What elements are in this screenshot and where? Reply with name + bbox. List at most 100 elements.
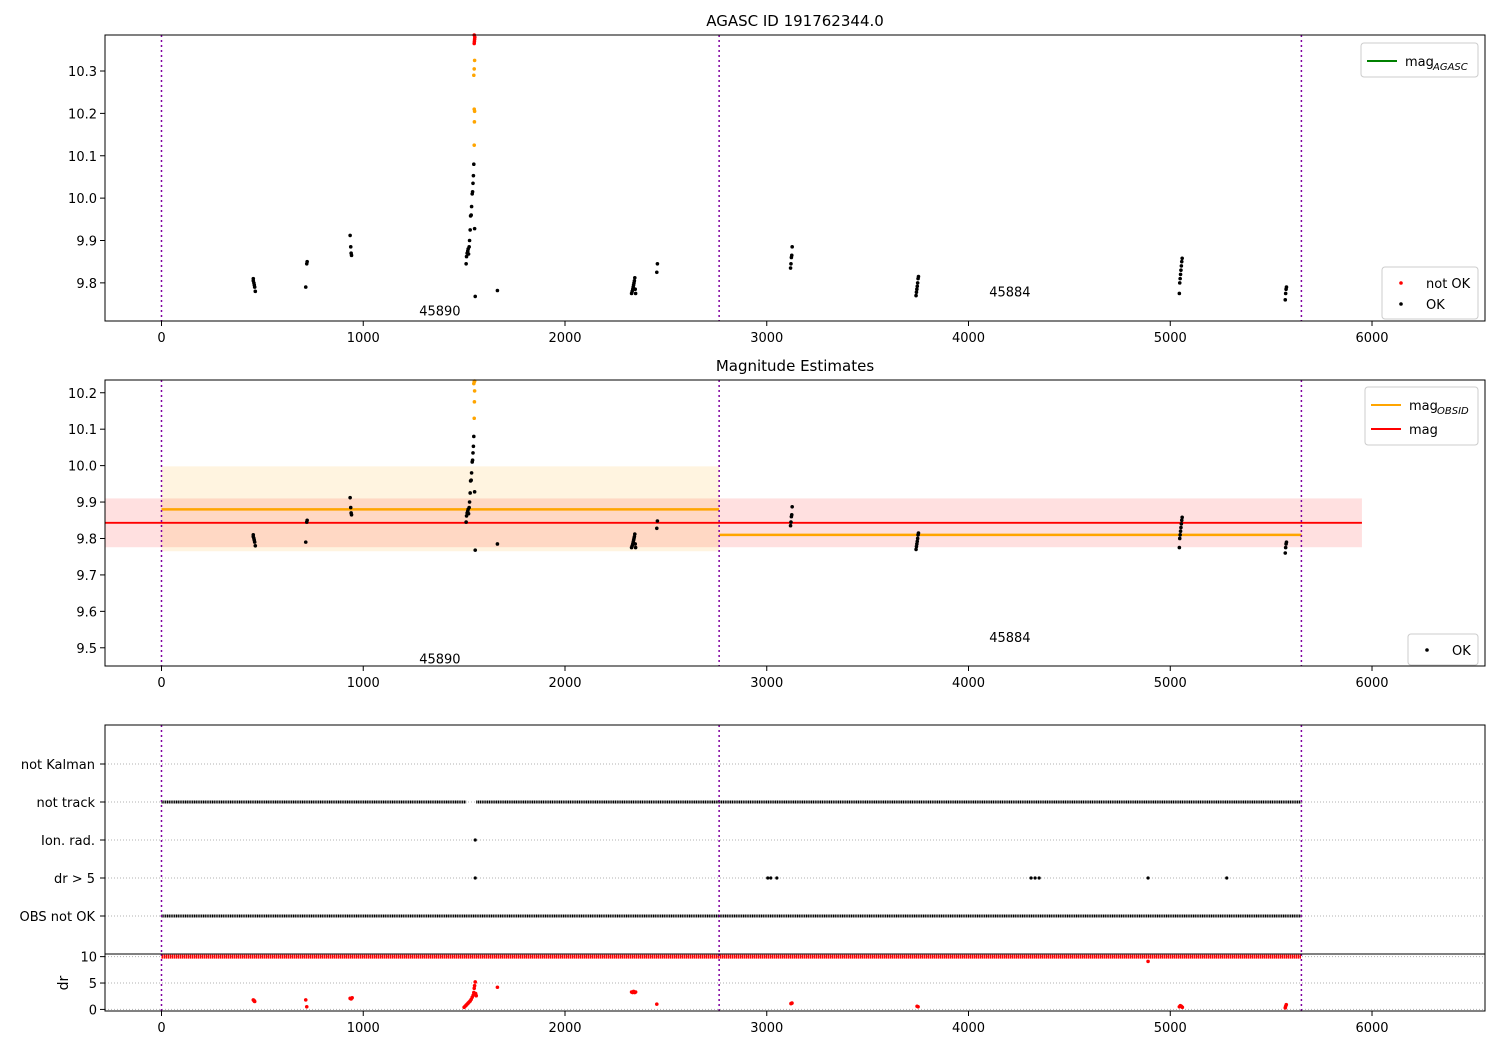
panel-magnitude-estimates-point — [1284, 540, 1289, 544]
panel-agasc-point — [472, 73, 476, 78]
panel-agasc-point — [1284, 285, 1289, 289]
panel-agasc-point — [1178, 276, 1182, 281]
panel-agasc-point — [253, 289, 258, 294]
panel-magnitude-estimates-legend-label: mag — [1409, 399, 1438, 414]
panel-magnitude-estimates-point — [1177, 545, 1182, 550]
panel-agasc-point — [472, 67, 477, 71]
panel-agasc-xtick-label: 0 — [157, 331, 165, 346]
panel-agasc: AGASC ID 191762344.0 45890 45884 0 1000 2000… — [68, 12, 1486, 346]
panel-agasc-point — [1177, 281, 1182, 285]
panel-magnitude-estimates-point — [1283, 545, 1288, 550]
panel-agasc-legend-subscript: AGASC — [1432, 62, 1468, 73]
flag-marker — [1033, 876, 1037, 880]
panel-agasc-point — [788, 266, 793, 270]
panel-agasc-point — [654, 270, 659, 275]
panel-magnitude-estimates-ytick-label: 9.5 — [76, 642, 97, 657]
flag-row-label: OBS not OK — [20, 910, 96, 925]
panel-magnitude-estimates-point — [349, 513, 354, 517]
panel-agasc-xtick-label: 3000 — [750, 331, 783, 346]
panel-magnitude-estimates-point — [495, 542, 500, 546]
panel-magnitude-estimates-point — [466, 511, 471, 516]
flag-row-label: not Kalman — [21, 758, 95, 773]
panel-magnitude-estimates-ytick-label: 9.6 — [76, 605, 97, 620]
panel-dr-point — [654, 1002, 659, 1006]
panel-dr-ylabel: dr — [56, 975, 72, 990]
panel-magnitude-estimates-legend-marker — [1425, 648, 1429, 652]
panel-dr-point — [252, 999, 257, 1004]
flag-marker — [775, 876, 779, 880]
panel-magnitude-estimates-point — [253, 543, 258, 548]
panel-magnitude-estimates-point — [654, 526, 659, 531]
panel-magnitude-estimates-point — [348, 505, 353, 510]
panel-agasc-point — [464, 254, 469, 259]
panel-agasc-point — [915, 281, 920, 285]
panel-agasc-point — [469, 213, 473, 217]
panel-magnitude-estimates-point — [303, 540, 308, 544]
flag-marker — [769, 876, 773, 880]
panel-agasc-point — [472, 162, 476, 167]
panel-magnitude-estimates-point — [633, 532, 637, 536]
panel-magnitude-estimates-point — [467, 500, 472, 504]
panel-agasc-point — [471, 181, 475, 186]
panel-flags: not Kalman not track Ion. rad. dr > 5 OBS no… — [20, 724, 1486, 955]
panel-agasc-point — [472, 226, 477, 231]
panel-magnitude-estimates-point — [914, 547, 918, 552]
panel-agasc-point — [349, 253, 354, 258]
panel-magnitude-estimates-xtick-label: 2000 — [548, 676, 581, 691]
panel-dr-point — [472, 986, 477, 991]
panel-dr-xtick-label: 6000 — [1355, 1021, 1388, 1036]
panel-agasc-point — [915, 287, 919, 292]
panel-agasc-point — [470, 189, 475, 194]
panel-agasc-ytick-label: 9.8 — [76, 277, 97, 292]
panel-magnitude-estimates-point — [790, 504, 794, 509]
panel-dr-point — [1146, 959, 1150, 964]
panel-magnitude-estimates-point — [464, 520, 468, 524]
panel-magnitude-estimates-plot-area: 45890 45884 0 1000 2000 3000 4000 5000 6000 9.5 9.… — [68, 379, 1389, 691]
panel-agasc-point — [1180, 256, 1184, 261]
panel-magnitude-estimates-ytick-label: 9.9 — [76, 496, 97, 511]
panel-agasc-point — [1178, 272, 1183, 277]
panel-magnitude-estimates-point — [1178, 529, 1183, 533]
panel-agasc-point — [632, 278, 637, 283]
panel-agasc-point — [467, 245, 471, 249]
panel-magnitude-estimates-legend-subscript: OBSID — [1437, 406, 1469, 417]
panel-dr-point — [474, 993, 479, 998]
panel-agasc-point — [348, 245, 353, 249]
flag-marker — [1037, 876, 1041, 880]
panel-dr-ytick-label: 5 — [89, 977, 97, 992]
panel-magnitude-estimates-legend-label: mag — [1409, 423, 1438, 438]
panel-magnitude-estimates-point — [252, 540, 257, 544]
panel-dr-point — [1284, 1002, 1289, 1007]
panel-magnitude-estimates-point — [1178, 533, 1182, 537]
panel-agasc-point — [790, 245, 794, 249]
panel-agasc-point — [468, 228, 472, 232]
panel-magnitude-estimates-point — [915, 539, 920, 544]
panel-dr: 0 1000 2000 3000 4000 5000 6000 0 5 10 dr — [56, 951, 1486, 1036]
panel-dr-xtick-label: 3000 — [750, 1021, 783, 1036]
panel-agasc-xtick-label: 1000 — [347, 331, 380, 346]
panel-magnitude-estimates-legend-label: OK — [1452, 644, 1471, 659]
panel-magnitude-estimates-ytick-label: 10.1 — [68, 423, 97, 438]
panel-magnitude-estimates-point — [473, 548, 478, 552]
flag-marker — [1146, 876, 1150, 880]
panel-magnitude-estimates-ytick-label: 9.8 — [76, 532, 97, 547]
panel-agasc-point — [472, 120, 477, 124]
panel-agasc-point — [472, 143, 477, 147]
panel-dr-point — [1180, 1005, 1185, 1010]
panel-agasc-point — [914, 290, 919, 294]
panel-agasc-point — [348, 233, 352, 238]
panel-magnitude-estimates-legend-box — [1364, 386, 1479, 446]
panel-agasc-point — [473, 294, 478, 299]
panel-agasc-xtick-label: 4000 — [952, 331, 985, 346]
panel-magnitude-estimates-xtick-label: 5000 — [1154, 676, 1187, 691]
panel-agasc-xtick-label: 2000 — [548, 331, 581, 346]
panel-dr-point — [916, 1004, 920, 1009]
panel-magnitude-estimates-point — [789, 520, 793, 524]
panel-magnitude-estimates-point — [915, 536, 920, 541]
panel-magnitude-estimates-xtick-label: 0 — [157, 676, 165, 691]
panel-magnitude-estimates-point — [468, 491, 472, 495]
panel-agasc-ytick-label: 9.9 — [76, 234, 97, 249]
panel-magnitude-estimates-point — [1179, 525, 1183, 530]
panel-agasc-point — [655, 262, 660, 266]
